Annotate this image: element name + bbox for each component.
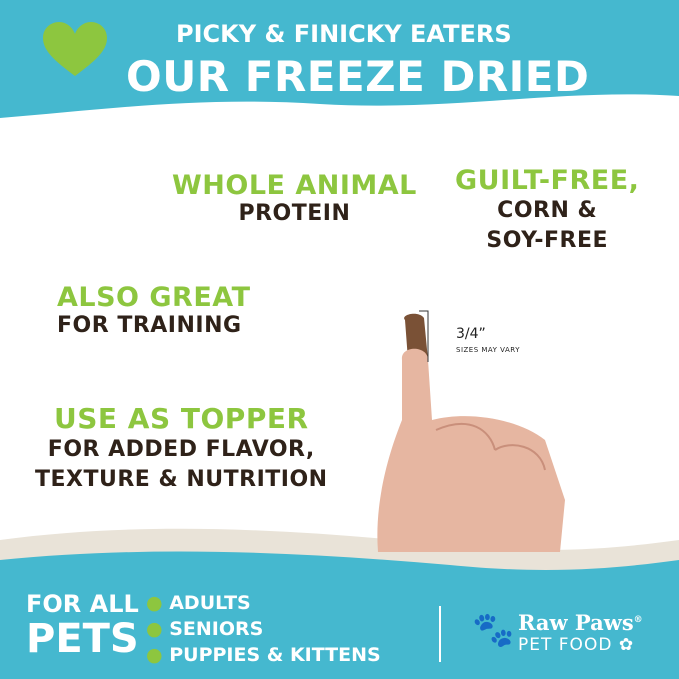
pet-list: ● ADULTS ● SENIORS ● PUPPIES & KITTENS bbox=[146, 592, 381, 666]
check-icon: ● bbox=[146, 618, 163, 640]
check-icon: ● bbox=[146, 592, 163, 614]
for-all-text: FOR ALL bbox=[26, 590, 139, 618]
feature-guilt-free: GUILT-FREE, CORN & SOY-FREE bbox=[455, 165, 640, 253]
header-subtitle: PICKY & FINICKY EATERS bbox=[176, 20, 512, 48]
heart-icon bbox=[43, 22, 107, 76]
header-title: OUR FREEZE DRIED FOOD bbox=[126, 52, 590, 150]
feature-training: ALSO GREAT FOR TRAINING bbox=[57, 282, 251, 338]
size-value: 3/4” bbox=[456, 326, 486, 342]
thumb-image bbox=[377, 313, 565, 552]
feature-protein: WHOLE ANIMAL PROTEIN bbox=[172, 170, 417, 226]
feature-topper: USE AS TOPPER FOR ADDED FLAVOR, TEXTURE … bbox=[35, 402, 328, 492]
pets-text: PETS bbox=[26, 616, 139, 662]
check-icon: ● bbox=[146, 644, 163, 666]
paw-icon: ✿ bbox=[618, 635, 635, 655]
dog-cat-icon: 🐾 bbox=[472, 610, 515, 650]
size-note: SIZES MAY VARY bbox=[456, 346, 521, 354]
brand-logo: 🐾 Raw Paws® PET FOOD ✿ bbox=[472, 610, 643, 655]
size-bracket bbox=[419, 310, 429, 362]
